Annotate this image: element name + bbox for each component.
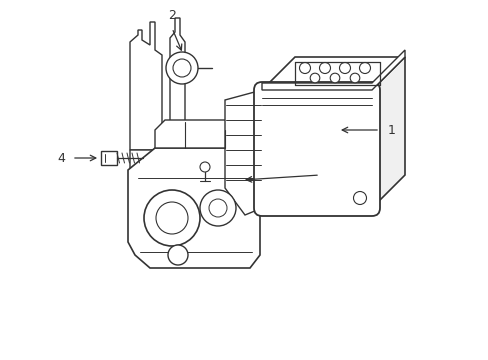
Bar <box>101 151 117 165</box>
Circle shape <box>200 162 209 172</box>
Circle shape <box>208 199 226 217</box>
Polygon shape <box>371 57 404 208</box>
Polygon shape <box>130 22 162 150</box>
Polygon shape <box>224 90 262 215</box>
Circle shape <box>319 63 330 73</box>
Polygon shape <box>128 148 260 268</box>
Polygon shape <box>170 18 184 150</box>
Polygon shape <box>155 120 244 148</box>
Circle shape <box>165 52 198 84</box>
Circle shape <box>143 190 200 246</box>
Circle shape <box>156 202 187 234</box>
Text: 1: 1 <box>387 123 395 136</box>
Circle shape <box>349 73 359 83</box>
Text: 2: 2 <box>168 9 176 22</box>
Circle shape <box>359 63 370 73</box>
Circle shape <box>309 73 319 83</box>
FancyBboxPatch shape <box>253 82 379 216</box>
Circle shape <box>200 190 236 226</box>
Polygon shape <box>130 150 262 185</box>
Polygon shape <box>262 50 404 90</box>
Circle shape <box>173 59 191 77</box>
Text: 3: 3 <box>325 168 332 181</box>
Circle shape <box>168 245 187 265</box>
Polygon shape <box>262 57 404 90</box>
Circle shape <box>329 73 339 83</box>
Circle shape <box>339 63 350 73</box>
Text: 4: 4 <box>57 152 65 165</box>
Circle shape <box>353 192 366 204</box>
Circle shape <box>299 63 310 73</box>
